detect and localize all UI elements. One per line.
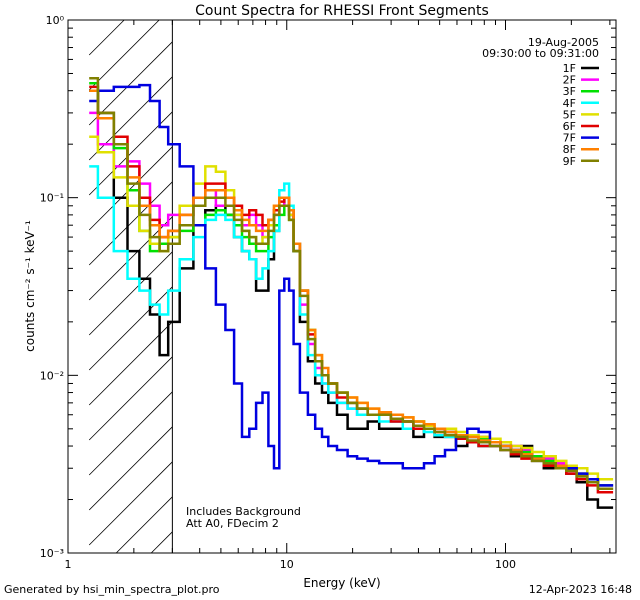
- legend-label: 6F: [563, 120, 576, 133]
- legend-label: 8F: [563, 143, 576, 156]
- legend-time-range: 09:30:00 to 09:31:00: [482, 47, 599, 60]
- axis-ticks: [67, 19, 616, 554]
- series-group: [89, 77, 614, 509]
- generated-by-note: Generated by hsi_min_spectra_plot.pro: [4, 583, 220, 596]
- legend-date: 19-Aug-2005: [528, 36, 599, 49]
- legend-label: 4F: [563, 97, 576, 110]
- legend-label: 7F: [563, 132, 576, 145]
- hatch-line: [150, 531, 173, 553]
- axis-tick-labels: 1 10 100 10⁰ 10⁻¹ 10⁻² 10⁻³: [40, 14, 516, 571]
- x-axis-label: Energy (keV): [303, 576, 380, 590]
- annotation-background: Includes Background: [186, 505, 301, 518]
- hatch-line: [88, 426, 173, 511]
- chart-title: Count Spectra for RHESSI Front Segments: [195, 3, 489, 19]
- y-tick-label: 10⁻³: [40, 547, 64, 560]
- hatch-line: [88, 41, 173, 126]
- hatch-line: [88, 286, 173, 371]
- hatch-line: [115, 496, 173, 553]
- y-axis-label: counts cm⁻² s⁻¹ keV⁻¹: [23, 220, 37, 352]
- x-tick-label: 1: [65, 558, 72, 571]
- series-7f: [89, 83, 614, 487]
- hatch-line: [88, 146, 173, 231]
- y-tick-label: 10⁻²: [40, 369, 64, 382]
- hatched-region: [88, 20, 173, 553]
- plot-frame: [67, 19, 617, 554]
- legend-label: 9F: [563, 155, 576, 168]
- x-tick-label: 100: [495, 558, 516, 571]
- legend-label: 5F: [563, 108, 576, 121]
- series-9f: [89, 77, 614, 490]
- hatch-line: [88, 76, 173, 161]
- x-tick-label: 10: [280, 558, 294, 571]
- legend-label: 3F: [563, 85, 576, 98]
- generation-timestamp: 12-Apr-2023 16:48: [528, 583, 632, 596]
- hatch-line: [88, 20, 160, 91]
- hatch-line: [88, 391, 173, 476]
- y-tick-label: 10⁻¹: [40, 192, 64, 205]
- hatch-line: [88, 356, 173, 441]
- hatch-line: [88, 251, 173, 336]
- hatch-line: [88, 181, 173, 266]
- y-tick-label: 10⁰: [46, 14, 65, 27]
- legend-label: 1F: [563, 62, 576, 75]
- annotation-attenuator: Att A0, FDecim 2: [186, 517, 279, 530]
- hatch-line: [88, 20, 125, 56]
- hatch-line: [88, 461, 173, 546]
- legend-label: 2F: [563, 74, 576, 87]
